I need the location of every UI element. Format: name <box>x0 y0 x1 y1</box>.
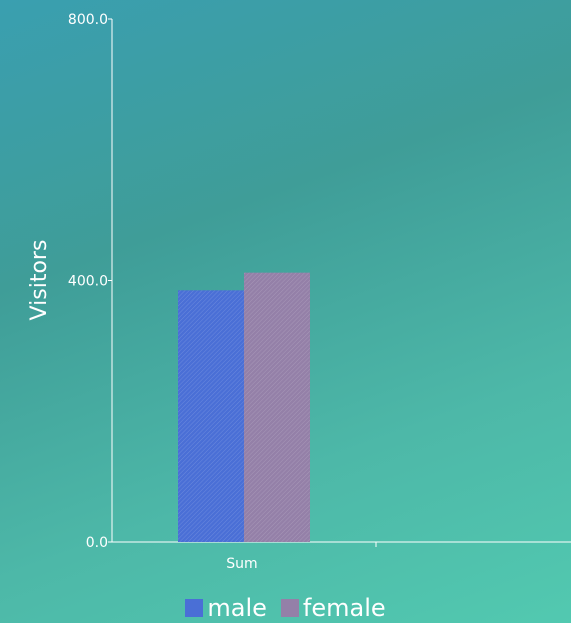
x-tick-label: Sum <box>226 556 257 572</box>
legend-label-male: male <box>207 594 267 622</box>
chart-legend: male female <box>0 594 571 622</box>
legend-label-female: female <box>302 594 386 622</box>
chart-labels: 0.0 400.0 800.0 Sum Visitors <box>27 12 258 572</box>
y-tick-label: 800.0 <box>68 12 108 28</box>
legend-swatch-male <box>185 599 204 617</box>
bar-male <box>178 290 244 542</box>
bar-female <box>244 272 310 542</box>
legend-item-male[interactable]: male <box>185 594 267 622</box>
bar-hatch-male <box>178 290 244 542</box>
y-axis-label: Visitors <box>27 240 52 321</box>
bar-hatch-female <box>244 272 310 542</box>
chart-axes <box>108 18 571 547</box>
legend-item-female[interactable]: female <box>280 594 386 622</box>
y-tick-label: 400.0 <box>68 274 108 290</box>
legend-swatch-female <box>280 599 299 617</box>
chart-bars <box>178 272 310 542</box>
y-tick-label: 0.0 <box>86 535 108 551</box>
